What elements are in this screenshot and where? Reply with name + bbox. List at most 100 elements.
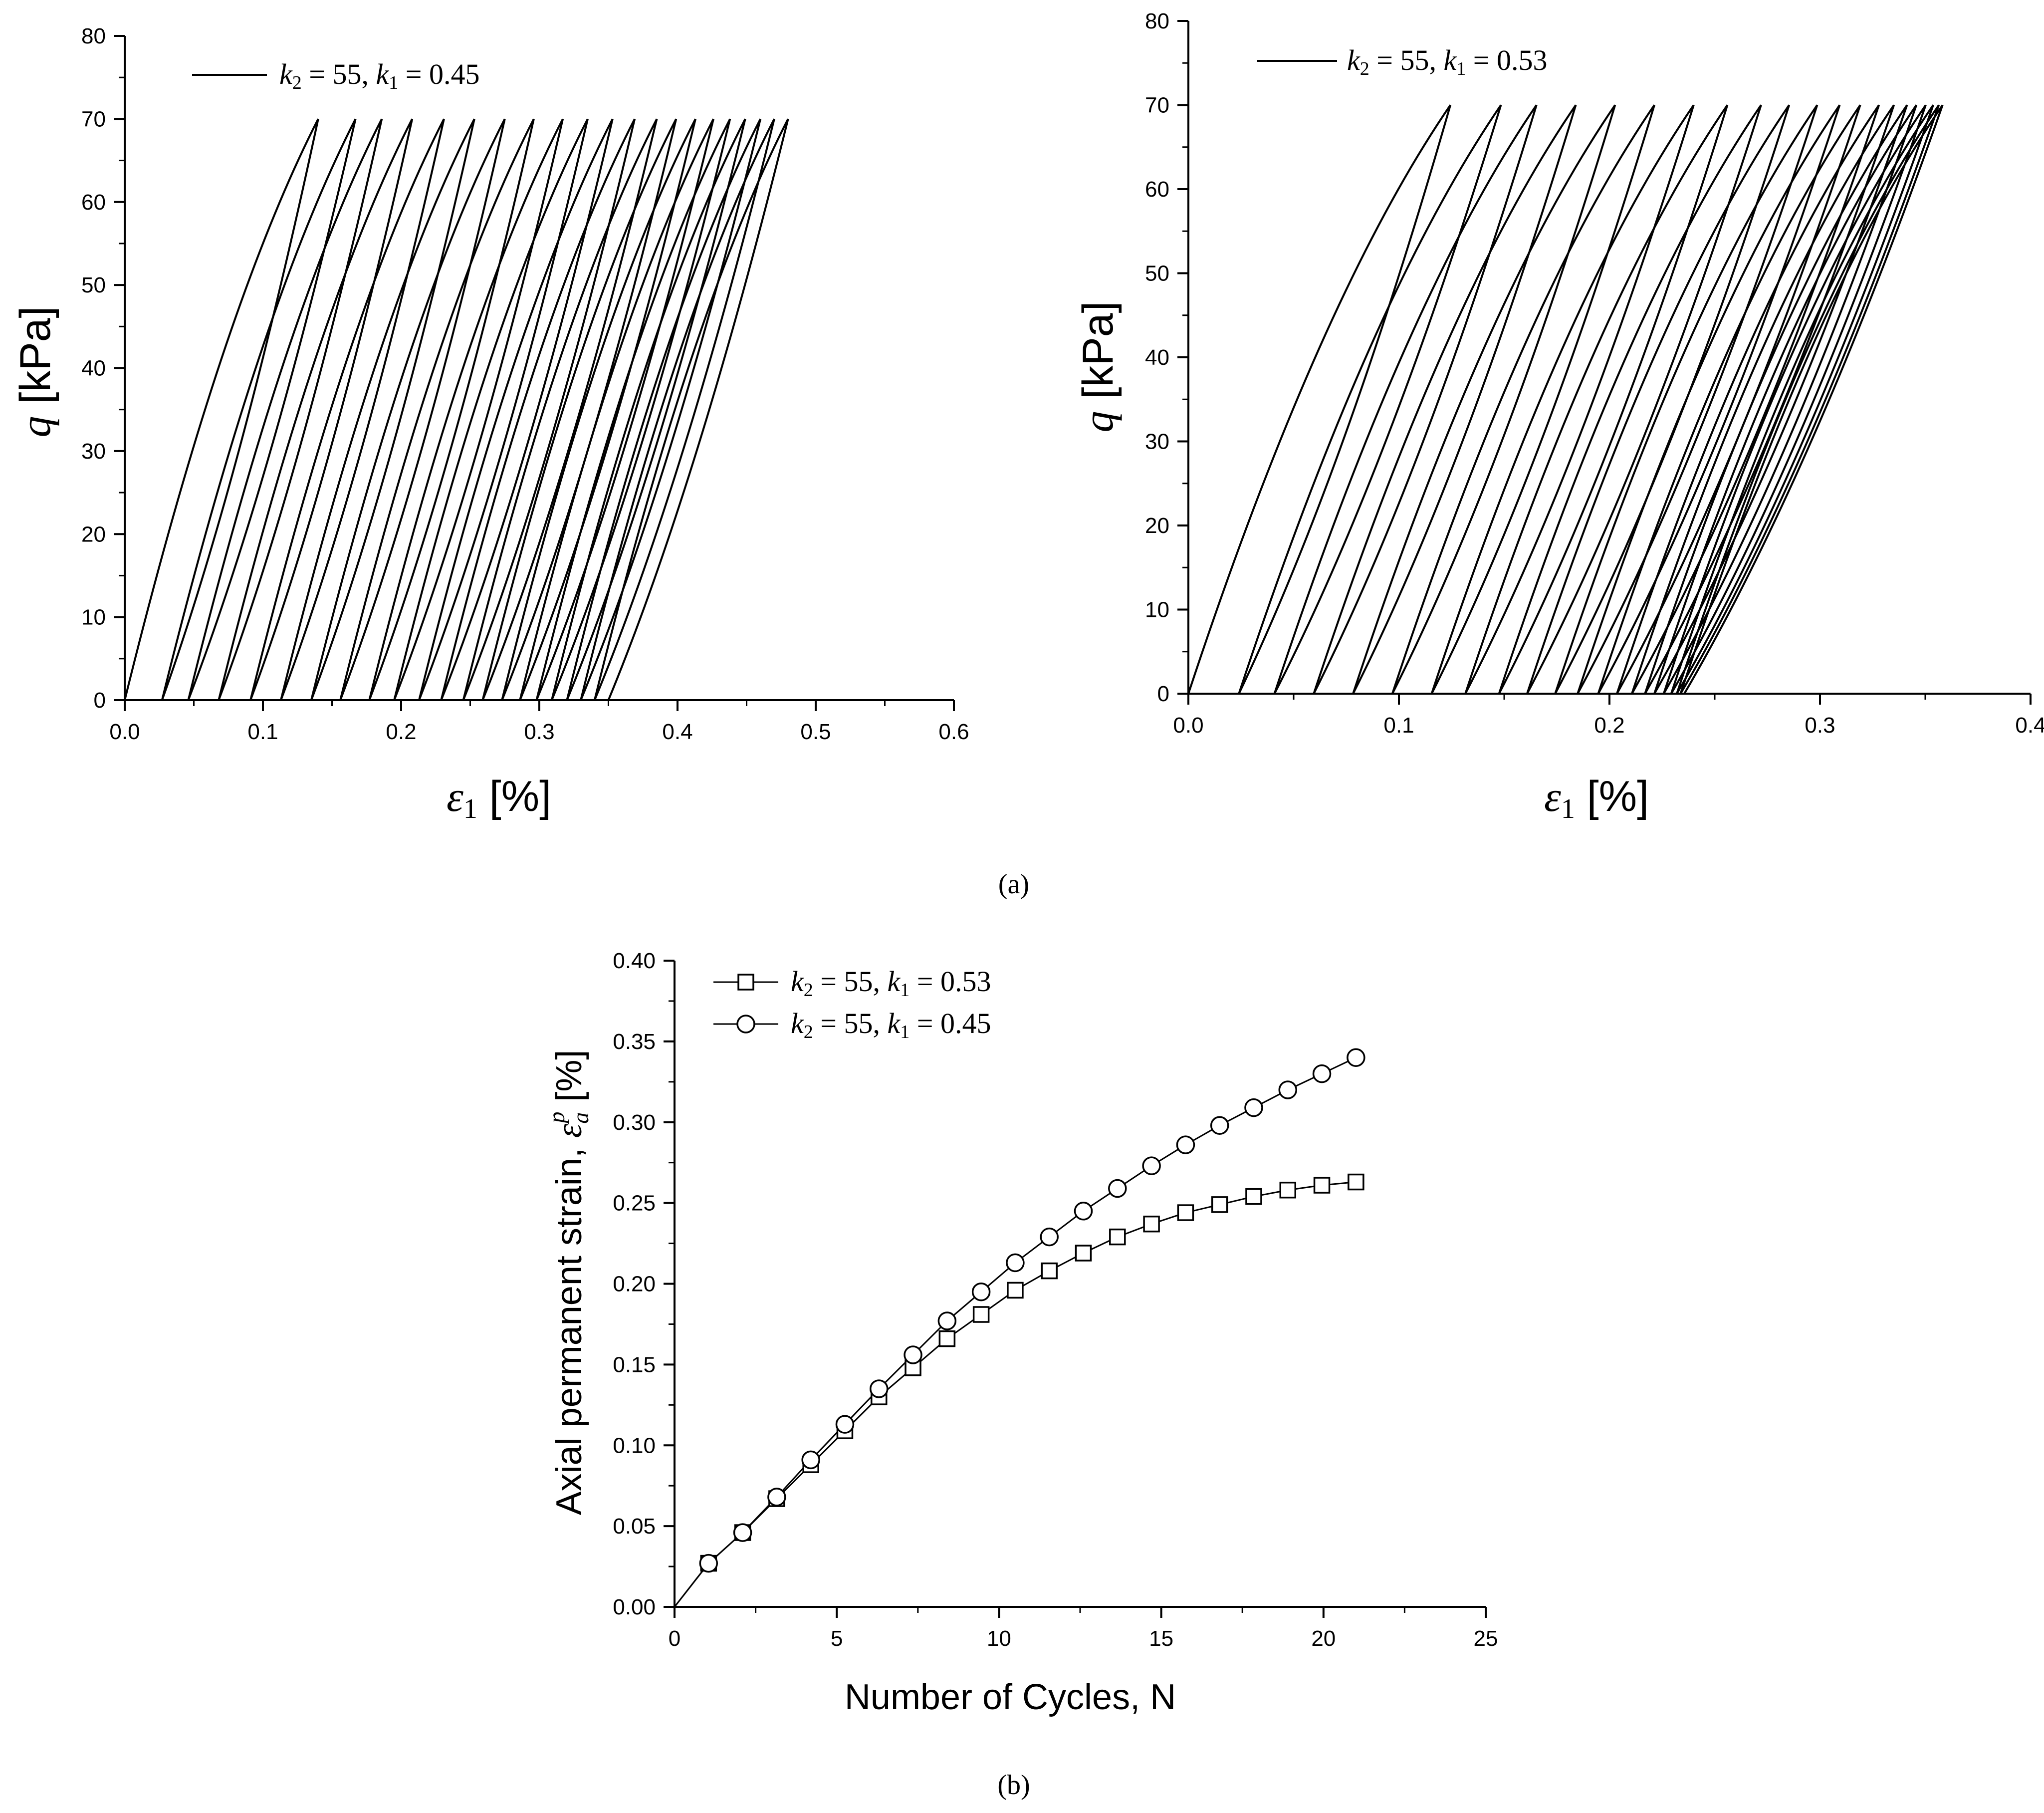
x-tick-label-a-left: 0.5 <box>800 720 831 744</box>
y-tick-label-a-left: 20 <box>81 522 106 546</box>
data-point-circle <box>1006 1253 1025 1273</box>
x-tick-label-b: 5 <box>831 1626 843 1651</box>
data-point-circle <box>937 1311 957 1330</box>
cycle-curve-a-right <box>1352 104 1616 694</box>
legend-a-right: k2 = 55, k1 = 0.53 <box>1257 44 1547 79</box>
legend-b-marker-circle <box>736 1015 755 1034</box>
cycle-curve-a-right <box>1526 104 1791 694</box>
cycle-curve-a-left <box>310 118 506 701</box>
cycle-curve-a-right <box>1577 104 1841 694</box>
cycle-curve-a-left <box>462 118 658 701</box>
data-point-circle <box>801 1450 820 1470</box>
cycle-curve-a-right <box>1464 104 1729 694</box>
cycle-curve-a-left <box>418 118 614 701</box>
cycle-curve-a-right <box>1430 104 1695 694</box>
y-tick-label-a-left: 80 <box>81 24 106 48</box>
plot-a-right-curves <box>1187 104 1944 695</box>
x-tick-label-b: 10 <box>987 1626 1011 1651</box>
y-tick-label-b: 0.20 <box>613 1272 656 1296</box>
y-tick-label-a-right: 50 <box>1145 261 1169 286</box>
data-point-square <box>1245 1188 1262 1205</box>
data-point-circle <box>1210 1116 1229 1135</box>
x-tick-label-a-right: 0.0 <box>1173 713 1203 738</box>
ylabel-a-left: q [kPa] <box>11 306 59 438</box>
x-tick-label-a-left: 0.3 <box>524 720 554 744</box>
data-point-circle <box>699 1554 718 1573</box>
y-tick-label-a-right: 30 <box>1145 430 1169 454</box>
cycle-curve-a-left <box>566 118 762 701</box>
legend-b-text-1: k2 = 55, k1 = 0.53 <box>791 965 991 1001</box>
cycle-curve-a-right <box>1238 104 1502 694</box>
cycle-curve-a-left <box>393 118 589 701</box>
cycle-curve-a-right <box>1670 104 1934 694</box>
panel-label-a: (a) <box>998 869 1029 900</box>
cycle-curve-a-right <box>1498 104 1762 694</box>
panel-label-b: (b) <box>997 1770 1030 1801</box>
cycle-curve-a-left <box>339 118 535 701</box>
chart-a-left: 0.0 0.1 0.2 0.3 0.4 0.5 0.6 0 10 20 30 40 50 60 70 80 k… <box>11 24 969 824</box>
data-point-square <box>1279 1181 1297 1199</box>
y-tick-label-a-right: 60 <box>1145 177 1169 202</box>
y-tick-label-b: 0.35 <box>613 1030 656 1054</box>
y-tick-label-a-right: 0 <box>1157 682 1169 706</box>
data-point-square <box>938 1330 956 1347</box>
cycle-curve-a-right <box>1616 104 1880 694</box>
cycle-curve-a-left <box>550 118 746 701</box>
cycle-curve-a-left <box>249 118 445 701</box>
xlabel-b: Number of Cycles, N <box>845 1677 1176 1717</box>
x-tick-label-a-right: 0.3 <box>1805 713 1835 738</box>
plot-a-right-ticks: 0.0 0.1 0.2 0.3 0.4 0 10 20 30 40 50 60 70 80 <box>1145 9 2044 738</box>
data-point-circle <box>904 1345 922 1364</box>
y-tick-label-b: 0.25 <box>613 1191 656 1216</box>
ylabel-b: Axial permanent strain, εap [%] <box>544 1050 593 1516</box>
legend-a-left: k2 = 55, k1 = 0.45 <box>192 58 479 93</box>
y-tick-label-b: 0.10 <box>613 1433 656 1458</box>
cycle-curve-a-right <box>1187 104 1452 694</box>
cycle-curve-a-right <box>1391 104 1655 694</box>
chart-a-right: 0.0 0.1 0.2 0.3 0.4 0 10 20 30 40 50 60 70 80 k2 = 55… <box>1074 9 2044 824</box>
cycle-curve-a-left <box>481 118 678 701</box>
cycle-curve-a-left <box>124 118 319 701</box>
y-tick-label-a-left: 0 <box>94 688 106 713</box>
x-tick-label-b: 0 <box>669 1626 681 1651</box>
cycle-curve-a-right <box>1313 104 1577 694</box>
plot-a-left-curves <box>124 118 789 701</box>
x-tick-label-b: 25 <box>1474 1626 1498 1651</box>
y-tick-label-a-left: 30 <box>81 439 106 464</box>
cycle-curve-a-left <box>535 118 731 701</box>
cycle-curve-a-right <box>1676 104 1940 695</box>
legend-b-text-2: k2 = 55, k1 = 0.45 <box>791 1007 991 1042</box>
cycle-curve-a-left <box>187 118 383 701</box>
data-point-circle <box>1176 1135 1195 1154</box>
data-point-circle <box>1040 1227 1059 1247</box>
data-point-circle <box>1108 1179 1127 1198</box>
y-tick-label-a-left: 60 <box>81 190 106 215</box>
data-point-circle <box>1312 1064 1332 1083</box>
legend-a-right-text: k2 = 55, k1 = 0.53 <box>1347 44 1547 79</box>
y-tick-label-a-right: 20 <box>1145 514 1169 538</box>
data-point-circle <box>870 1379 889 1398</box>
xlabel-a-right: ε1 [%] <box>1544 773 1649 824</box>
cycle-curve-a-left <box>519 118 714 701</box>
x-tick-label-a-left: 0.6 <box>938 720 969 744</box>
x-tick-label-a-right: 0.2 <box>1594 713 1624 738</box>
cycle-curve-a-right <box>1597 104 1861 694</box>
plot-a-left-ticks: 0.0 0.1 0.2 0.3 0.4 0.5 0.6 0 10 20 30 40 50 60 70 80 <box>81 24 969 744</box>
x-tick-label-a-right: 0.4 <box>2015 713 2044 738</box>
y-tick-label-b: 0.40 <box>613 949 656 973</box>
data-point-circle <box>835 1415 855 1434</box>
legend-a-left-text: k2 = 55, k1 = 0.45 <box>279 58 479 93</box>
cycle-curve-a-left <box>440 118 636 701</box>
y-tick-label-a-right: 10 <box>1145 598 1169 622</box>
data-point-circle <box>971 1282 991 1301</box>
cycle-curve-a-right <box>1679 104 1944 695</box>
legend-b: k2 = 55, k1 = 0.53 k2 = 55, k1 = 0.45 <box>713 965 991 1042</box>
y-tick-label-a-left: 70 <box>81 107 106 131</box>
cycle-curve-a-right <box>1273 104 1538 694</box>
x-tick-label-a-left: 0.2 <box>386 720 416 744</box>
y-tick-label-a-left: 10 <box>81 605 106 630</box>
y-tick-label-a-right: 70 <box>1145 93 1169 118</box>
cycle-curve-a-right <box>1653 104 1918 694</box>
cycle-curve-a-left <box>368 118 564 701</box>
